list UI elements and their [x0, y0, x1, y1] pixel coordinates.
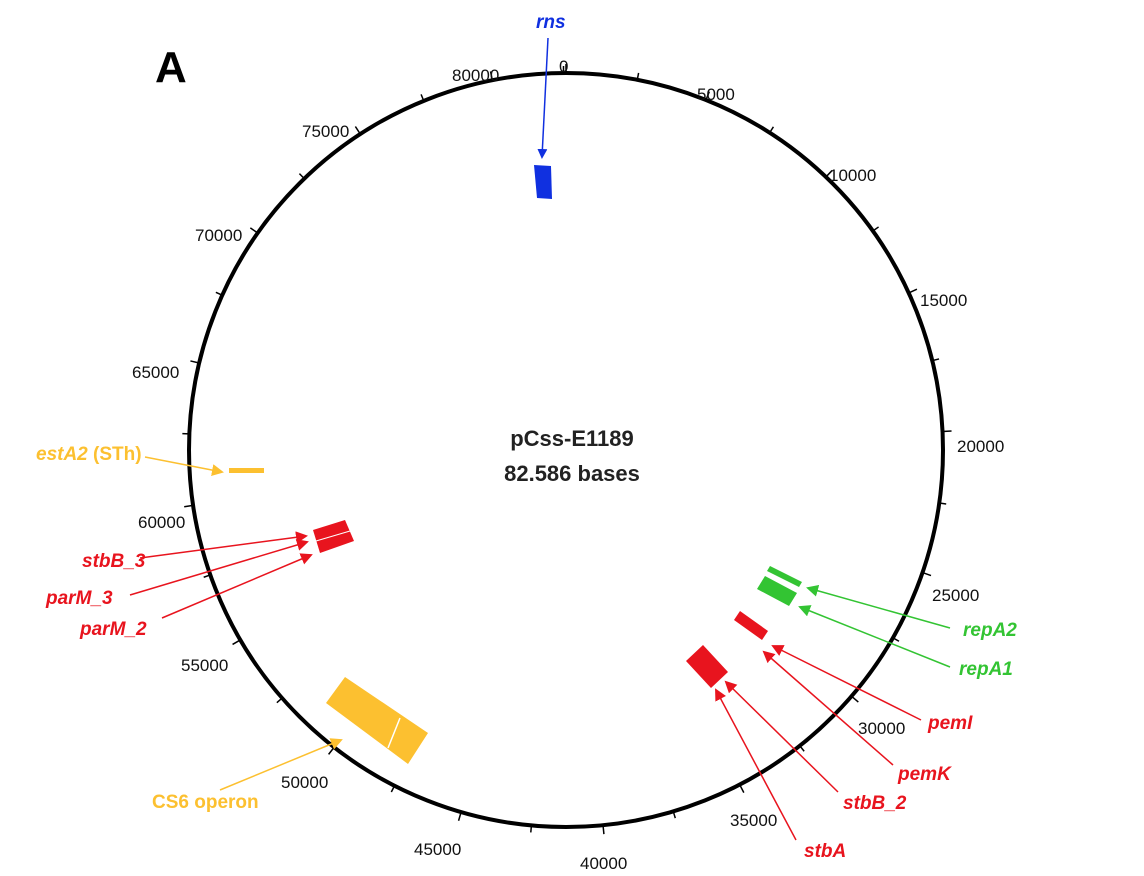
rns-label: rns	[536, 12, 566, 33]
tick-mark-5000	[705, 91, 711, 101]
tick-mark-2500	[636, 72, 640, 80]
tick-mark-80000	[489, 71, 494, 81]
tick-mark-37500	[672, 811, 676, 819]
tick-mark-10000	[825, 169, 833, 178]
gene-labels: rns repA2 repA1 pemI pemK stbB_2 stbA CS…	[36, 12, 1017, 862]
annotation-arrows	[129, 37, 951, 841]
tick-label-80000: 80000	[452, 66, 499, 85]
plasmid-size: 82.586 bases	[504, 461, 640, 486]
cs6-operon-block	[326, 677, 428, 764]
tick-mark-7500	[769, 126, 775, 134]
tick-mark-55000	[232, 639, 241, 646]
pemI-pemK-block	[734, 611, 768, 640]
estA2-label-gene: estA2	[36, 444, 88, 465]
tick-label-60000: 60000	[138, 513, 185, 532]
repA2-block	[767, 566, 802, 587]
tick-label-40000: 40000	[580, 854, 627, 873]
tick-label-5000: 5000	[697, 85, 735, 104]
stbA-label: stbA	[804, 841, 846, 862]
tick-label-15000: 15000	[920, 291, 967, 310]
stbB3-label: stbB_3	[82, 551, 146, 572]
estA2-arrow	[144, 456, 224, 476]
parM2-label: parM_2	[79, 619, 147, 640]
tick-mark-27500	[892, 637, 900, 642]
stbB3-parM-block	[313, 520, 354, 553]
tick-mark-77500	[420, 94, 425, 102]
repA2-arrow	[806, 584, 951, 629]
estA2-label: estA2 (STh)	[36, 444, 142, 465]
tick-mark-67500	[215, 291, 223, 296]
tick-mark-25000	[922, 571, 932, 577]
repA1-label: repA1	[959, 659, 1013, 680]
tick-mark-60000	[184, 504, 194, 508]
cs6-arrow	[219, 738, 343, 791]
tick-label-45000: 45000	[414, 840, 461, 859]
plasmid-name: pCss-E1189	[510, 426, 634, 451]
repA2-label: repA2	[963, 620, 1017, 641]
tick-mark-32500	[799, 745, 805, 752]
tick-labels: 0 5000 10000 15000 20000 25000 30000 350…	[132, 57, 1004, 873]
tick-label-55000: 55000	[181, 656, 228, 675]
tick-mark-40000	[602, 825, 605, 835]
tick-mark-70000	[249, 227, 259, 234]
stbB3-arrow	[139, 531, 308, 559]
tick-mark-52500	[276, 697, 283, 704]
tick-mark-35000	[739, 784, 745, 793]
tick-mark-45000	[457, 811, 462, 821]
gene-blocks	[229, 165, 802, 764]
tick-label-70000: 70000	[195, 226, 242, 245]
tick-label-20000: 20000	[957, 437, 1004, 456]
tick-label-25000: 25000	[932, 586, 979, 605]
tick-mark-12500	[872, 226, 880, 232]
tick-label-30000: 30000	[858, 719, 905, 738]
repA1-block	[757, 576, 797, 606]
tick-mark-17500	[932, 358, 940, 362]
cs6-label: CS6 operon	[152, 792, 259, 813]
pemI-arrow	[771, 645, 922, 721]
tick-label-75000: 75000	[302, 122, 349, 141]
estA2-block	[229, 468, 264, 473]
pemI-label: pemI	[927, 713, 973, 734]
rns-block	[534, 165, 552, 199]
tick-label-50000: 50000	[281, 773, 328, 792]
stbB2-label: stbB_2	[843, 793, 907, 814]
tick-mark-65000	[190, 360, 200, 364]
cs6-divider	[387, 717, 401, 749]
tick-mark-57500	[203, 574, 211, 578]
tick-mark-30000	[851, 695, 859, 703]
tick-mark-47500	[390, 785, 396, 793]
tick-label-35000: 35000	[730, 811, 777, 830]
tick-label-0: 0	[559, 57, 568, 76]
stbB3-divider	[315, 530, 351, 542]
pemK-arrow	[762, 650, 894, 766]
tick-mark-50000	[328, 746, 335, 755]
tick-mark-15000	[908, 288, 918, 294]
parM2-arrow	[161, 553, 313, 619]
tick-mark-22500	[939, 502, 947, 505]
stbA-arrow	[715, 688, 797, 841]
panel-label: A	[155, 43, 187, 92]
estA2-label-suffix: (STh)	[88, 444, 142, 465]
parM3-arrow	[129, 539, 309, 596]
rns-arrow	[537, 37, 549, 159]
stbB2-arrow	[724, 680, 839, 793]
repA1-arrow	[798, 605, 951, 668]
tick-label-10000: 10000	[829, 166, 876, 185]
tick-mark-42500	[530, 825, 533, 833]
parM3-label: parM_3	[45, 588, 113, 609]
tick-marks	[182, 64, 952, 835]
tick-mark-75000	[354, 126, 361, 135]
tick-label-65000: 65000	[132, 363, 179, 382]
pemK-label: pemK	[897, 764, 952, 785]
stbA-block	[686, 645, 728, 688]
tick-mark-72500	[298, 173, 305, 180]
